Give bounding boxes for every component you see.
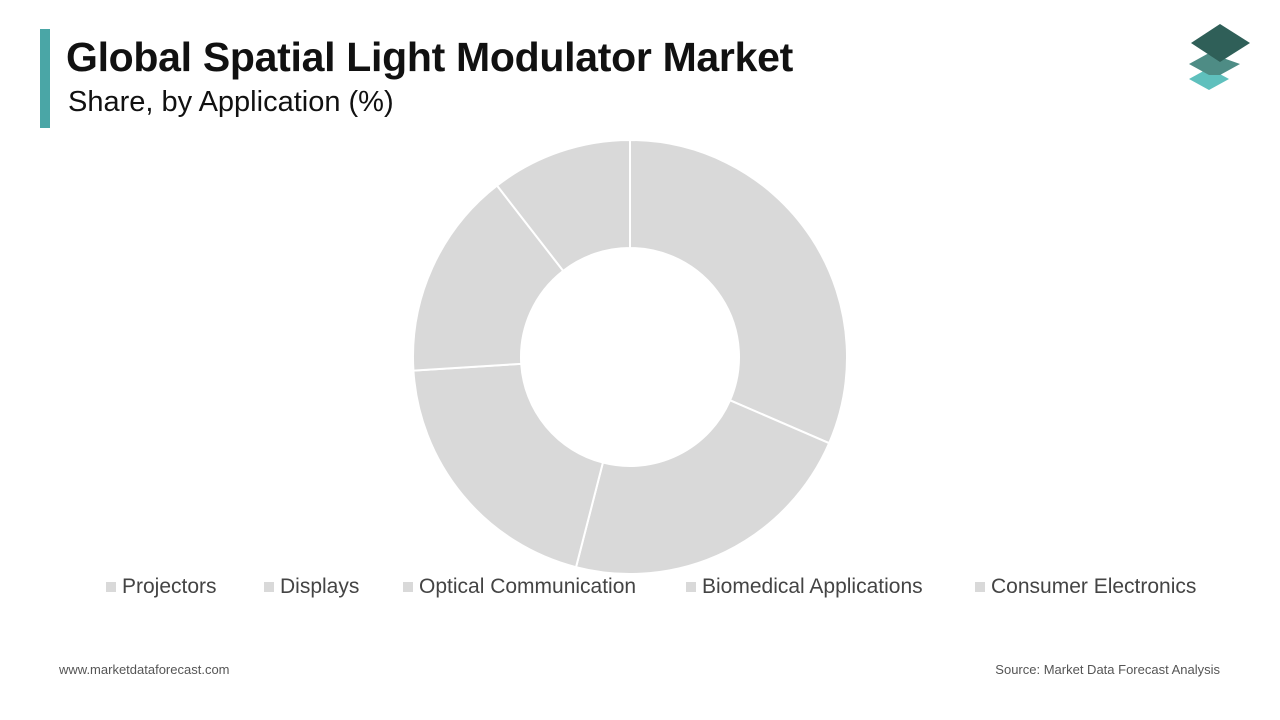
logo-layer-top [1191,24,1250,62]
legend-label: Consumer Electronics [991,575,1197,598]
donut-slice-consumer-electronics [495,138,631,273]
logo-layer-middle [1189,53,1240,75]
title-accent-bar [40,29,50,128]
legend-item-projectors: Projectors [106,573,217,601]
legend-label: Biomedical Applications [702,575,923,598]
chart-legend: Projectors Displays Optical Communication B… [0,573,1280,601]
donut-slice-biomedical-applications [412,184,565,372]
legend-swatch [686,582,696,592]
legend-swatch [106,582,116,592]
footer-source: Source: Market Data Forecast Analysis [995,662,1220,677]
stacked-layers-logo-icon [1189,24,1250,90]
legend-item-displays: Displays [264,573,359,601]
legend-swatch [264,582,274,592]
legend-label: Projectors [122,575,217,598]
legend-item-consumer-electronics: Consumer Electronics [975,573,1196,601]
legend-label: Optical Communication [419,575,637,598]
legend-label: Displays [280,575,360,598]
chart-title: Global Spatial Light Modulator Market [66,34,793,80]
legend-item-biomedical-applications: Biomedical Applications [686,573,923,601]
legend-swatch [403,582,413,592]
legend-item-optical-communication: Optical Communication [403,573,636,601]
footer-website: www.marketdataforecast.com [59,662,230,677]
donut-slice-displays [574,398,831,575]
donut-slice-optical-communication [412,362,605,569]
donut-chart [412,138,848,575]
donut-slice-projectors [629,138,848,445]
legend-swatch [975,582,985,592]
chart-subtitle: Share, by Application (%) [68,86,394,118]
